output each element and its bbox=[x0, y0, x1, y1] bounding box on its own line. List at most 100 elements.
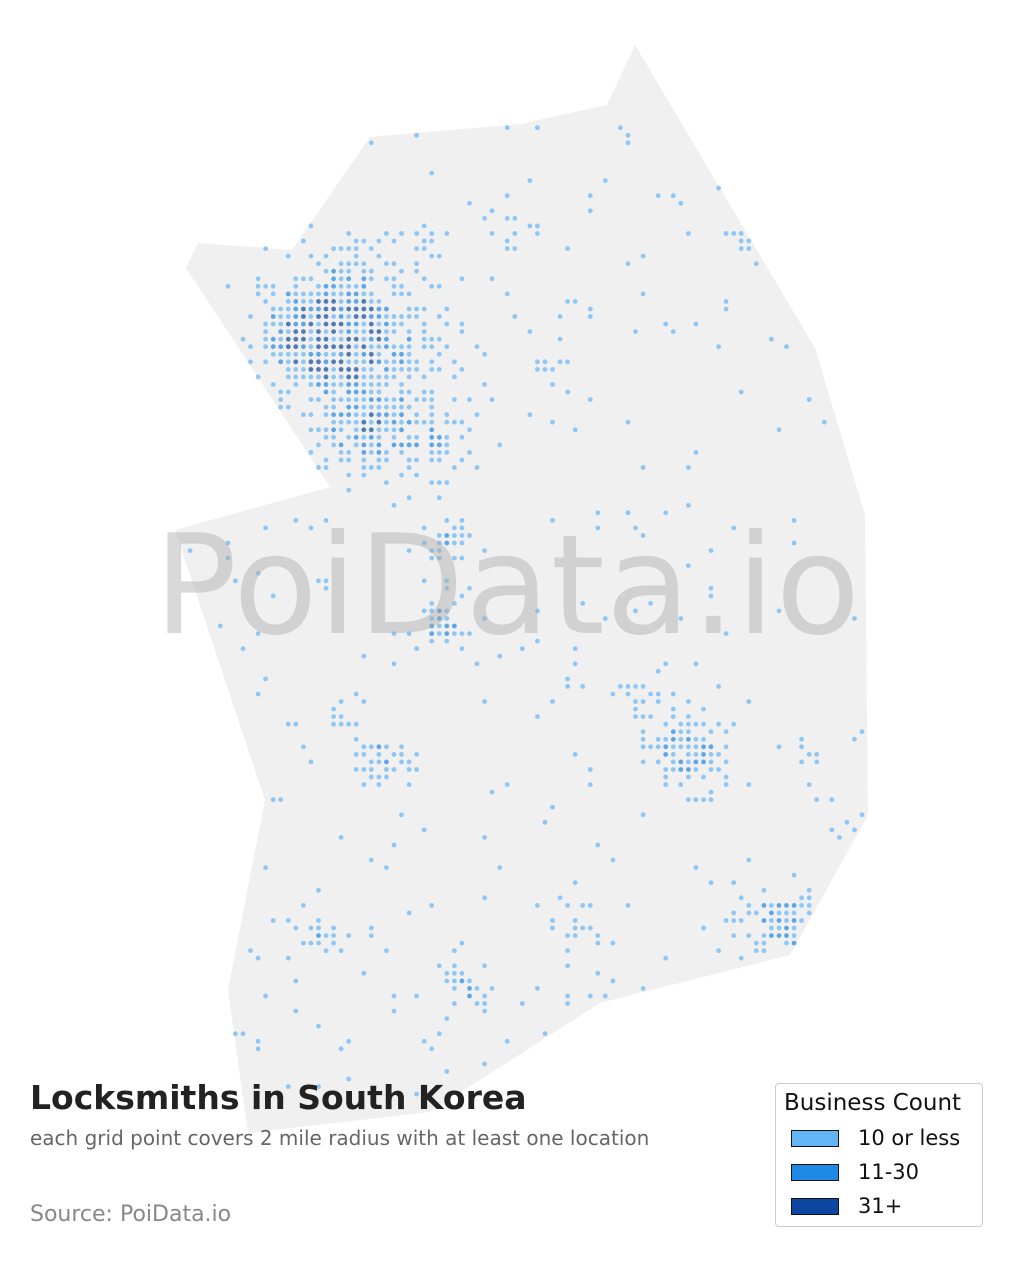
grid-point bbox=[406, 344, 412, 350]
grid-point bbox=[376, 253, 382, 259]
grid-point bbox=[293, 518, 299, 523]
grid-point bbox=[580, 601, 586, 606]
grid-point bbox=[406, 374, 412, 380]
grid-point bbox=[338, 276, 344, 282]
grid-point bbox=[308, 382, 314, 387]
grid-point bbox=[452, 419, 457, 425]
grid-point bbox=[467, 397, 472, 402]
grid-point bbox=[482, 216, 487, 221]
grid-point bbox=[293, 276, 299, 282]
grid-point bbox=[361, 306, 367, 312]
grid-point bbox=[452, 533, 457, 538]
grid-point bbox=[723, 759, 729, 765]
grid-point bbox=[285, 336, 291, 342]
grid-point bbox=[406, 457, 412, 463]
grid-point bbox=[436, 442, 442, 448]
grid-point bbox=[444, 412, 450, 418]
grid-point bbox=[316, 306, 321, 312]
grid-point bbox=[791, 540, 797, 546]
grid-point bbox=[361, 434, 367, 440]
grid-point bbox=[436, 555, 442, 561]
grid-point bbox=[512, 216, 518, 221]
grid-point bbox=[406, 782, 412, 787]
grid-point bbox=[308, 223, 314, 229]
grid-point bbox=[316, 261, 321, 267]
grid-point bbox=[452, 397, 457, 402]
grid-point bbox=[316, 397, 321, 402]
source-credit: Source: PoiData.io bbox=[30, 1202, 232, 1227]
grid-point bbox=[414, 752, 419, 757]
grid-point bbox=[285, 721, 291, 727]
grid-point bbox=[716, 721, 721, 727]
grid-point bbox=[323, 306, 329, 312]
grid-point bbox=[368, 933, 374, 938]
grid-point bbox=[421, 578, 427, 584]
grid-point bbox=[338, 374, 344, 380]
grid-point bbox=[686, 721, 691, 727]
grid-point bbox=[686, 744, 691, 750]
grid-point bbox=[323, 336, 329, 342]
grid-point bbox=[346, 351, 352, 357]
grid-point bbox=[784, 910, 789, 916]
grid-point bbox=[391, 661, 397, 667]
grid-point bbox=[784, 903, 789, 908]
grid-point bbox=[270, 336, 276, 342]
grid-point bbox=[391, 359, 397, 365]
grid-point bbox=[346, 329, 352, 334]
grid-point bbox=[368, 344, 374, 350]
grid-point bbox=[399, 314, 404, 319]
grid-point bbox=[361, 374, 367, 380]
grid-point bbox=[776, 910, 782, 916]
grid-point bbox=[436, 450, 442, 455]
grid-point bbox=[316, 344, 321, 350]
grid-point bbox=[361, 427, 367, 433]
grid-point bbox=[285, 367, 291, 372]
grid-point bbox=[610, 978, 616, 984]
grid-point bbox=[384, 480, 389, 485]
grid-point bbox=[301, 299, 306, 304]
grid-point bbox=[368, 397, 374, 402]
grid-point bbox=[504, 1038, 510, 1044]
grid-point bbox=[852, 736, 857, 742]
grid-point bbox=[368, 442, 374, 448]
grid-point bbox=[459, 555, 465, 561]
legend-item-mid: 11-30 bbox=[791, 1160, 919, 1184]
grid-point bbox=[429, 367, 435, 372]
grid-point bbox=[550, 925, 555, 931]
grid-point bbox=[391, 367, 397, 372]
grid-point bbox=[421, 329, 427, 334]
grid-point bbox=[504, 216, 510, 221]
grid-point bbox=[406, 495, 412, 501]
grid-point bbox=[708, 767, 714, 772]
grid-point bbox=[399, 419, 404, 425]
legend-label: 31+ bbox=[858, 1194, 903, 1218]
grid-point bbox=[346, 1076, 352, 1082]
grid-point bbox=[519, 646, 525, 652]
grid-point bbox=[421, 321, 427, 327]
grid-point bbox=[436, 631, 442, 636]
grid-point bbox=[270, 344, 276, 350]
grid-point bbox=[663, 752, 669, 757]
grid-point bbox=[421, 525, 427, 531]
grid-point bbox=[414, 442, 419, 448]
grid-point bbox=[776, 744, 782, 750]
grid-point bbox=[368, 427, 374, 433]
grid-point bbox=[791, 518, 797, 523]
grid-point bbox=[595, 933, 601, 938]
grid-point bbox=[255, 291, 261, 297]
grid-point bbox=[384, 457, 389, 463]
grid-point bbox=[784, 344, 789, 350]
grid-point bbox=[452, 374, 457, 380]
grid-point bbox=[384, 329, 389, 334]
grid-point bbox=[421, 827, 427, 833]
grid-point bbox=[678, 721, 684, 727]
grid-point bbox=[338, 306, 344, 312]
grid-point bbox=[444, 970, 450, 976]
grid-point bbox=[429, 623, 435, 629]
grid-point bbox=[580, 684, 586, 689]
grid-point bbox=[738, 238, 744, 244]
grid-point bbox=[512, 246, 518, 252]
grid-point bbox=[436, 367, 442, 372]
grid-point bbox=[361, 653, 367, 659]
grid-point bbox=[474, 344, 480, 350]
